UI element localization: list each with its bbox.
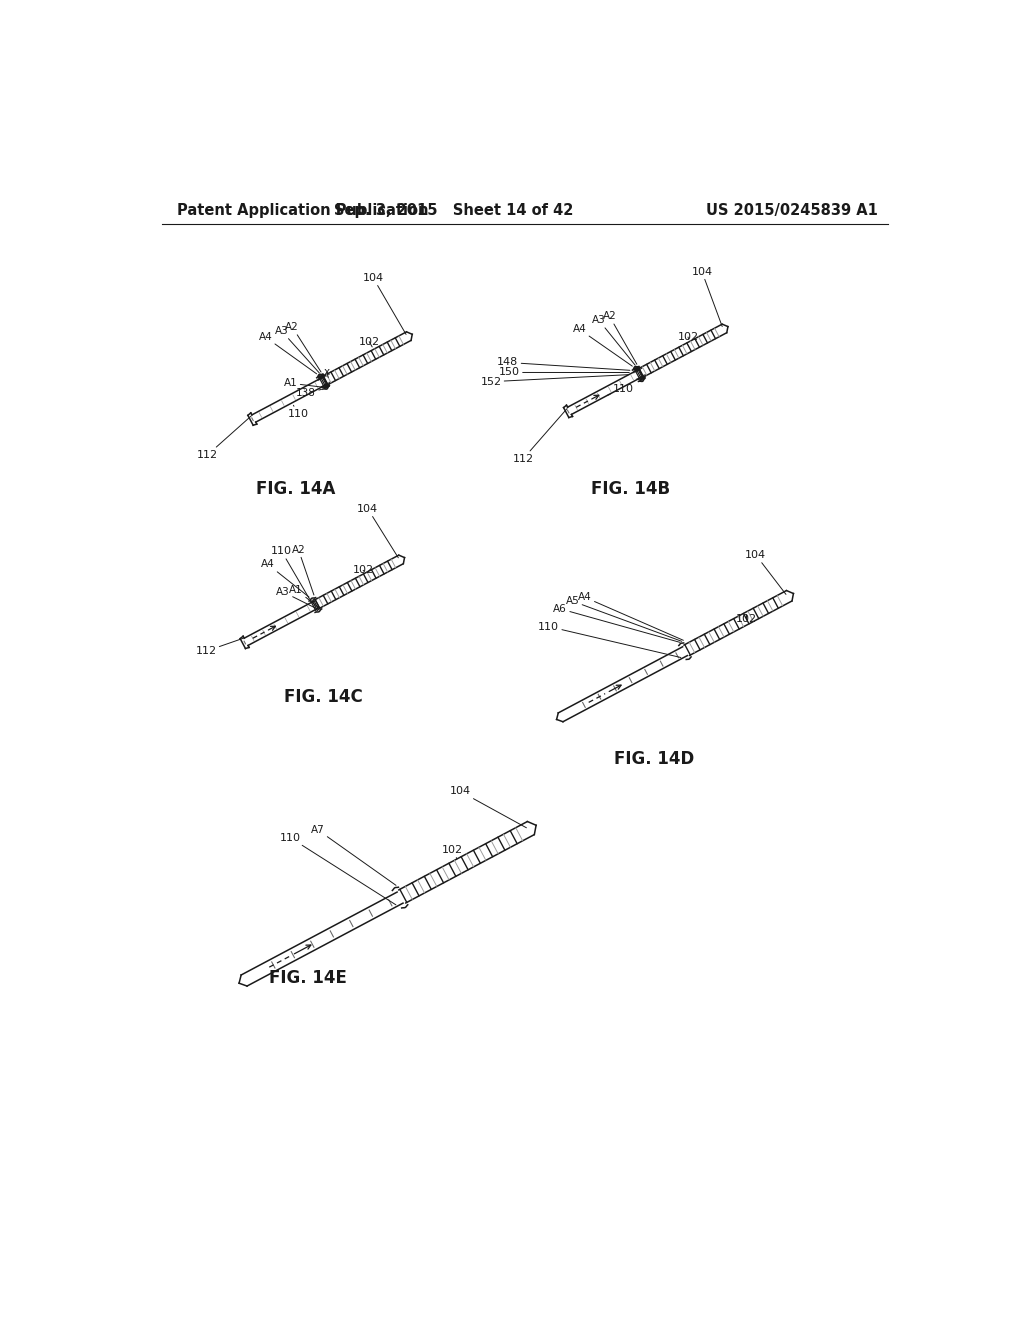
Text: FIG. 14E: FIG. 14E <box>268 969 346 987</box>
Text: 102: 102 <box>678 333 698 342</box>
Text: 112: 112 <box>197 416 251 459</box>
Text: 104: 104 <box>362 273 407 334</box>
Text: 150: 150 <box>499 367 630 378</box>
Text: 102: 102 <box>352 565 374 576</box>
Text: 110: 110 <box>288 405 309 418</box>
Text: A2: A2 <box>292 545 314 595</box>
Text: 104: 104 <box>745 550 786 594</box>
Text: A3: A3 <box>592 315 635 366</box>
Text: 102: 102 <box>358 337 380 347</box>
Text: 138: 138 <box>296 388 322 399</box>
Text: 152: 152 <box>480 375 629 387</box>
Text: A3: A3 <box>274 326 319 374</box>
Text: A1: A1 <box>284 379 324 388</box>
Text: A7: A7 <box>311 825 396 886</box>
Text: 102: 102 <box>736 614 757 624</box>
Text: 148: 148 <box>498 358 630 371</box>
Text: 104: 104 <box>450 787 526 828</box>
Text: A6: A6 <box>553 603 680 643</box>
Text: 102: 102 <box>442 845 463 859</box>
Text: FIG. 14B: FIG. 14B <box>592 480 671 499</box>
Text: A3: A3 <box>276 587 317 609</box>
Text: A4: A4 <box>261 560 309 597</box>
Text: 104: 104 <box>357 504 398 558</box>
Text: Sep. 3, 2015   Sheet 14 of 42: Sep. 3, 2015 Sheet 14 of 42 <box>334 203 573 218</box>
Text: A5: A5 <box>565 597 682 642</box>
Text: A4: A4 <box>572 325 632 366</box>
Text: FIG. 14C: FIG. 14C <box>284 689 362 706</box>
Text: A2: A2 <box>603 312 637 364</box>
Text: 110: 110 <box>280 833 396 904</box>
Text: A4: A4 <box>258 333 316 374</box>
Text: A1: A1 <box>289 585 319 607</box>
Text: 110: 110 <box>539 622 681 657</box>
Text: 112: 112 <box>513 409 567 463</box>
Text: 110: 110 <box>607 384 634 395</box>
Text: A4: A4 <box>578 593 683 640</box>
Text: 112: 112 <box>196 639 243 656</box>
Text: FIG. 14D: FIG. 14D <box>614 750 694 768</box>
Text: 104: 104 <box>691 267 722 326</box>
Text: Patent Application Publication: Patent Application Publication <box>177 203 428 218</box>
Text: US 2015/0245839 A1: US 2015/0245839 A1 <box>706 203 878 218</box>
Text: x: x <box>324 367 330 378</box>
Text: A2: A2 <box>286 322 322 372</box>
Text: FIG. 14A: FIG. 14A <box>256 480 336 499</box>
Text: 110: 110 <box>271 546 309 599</box>
